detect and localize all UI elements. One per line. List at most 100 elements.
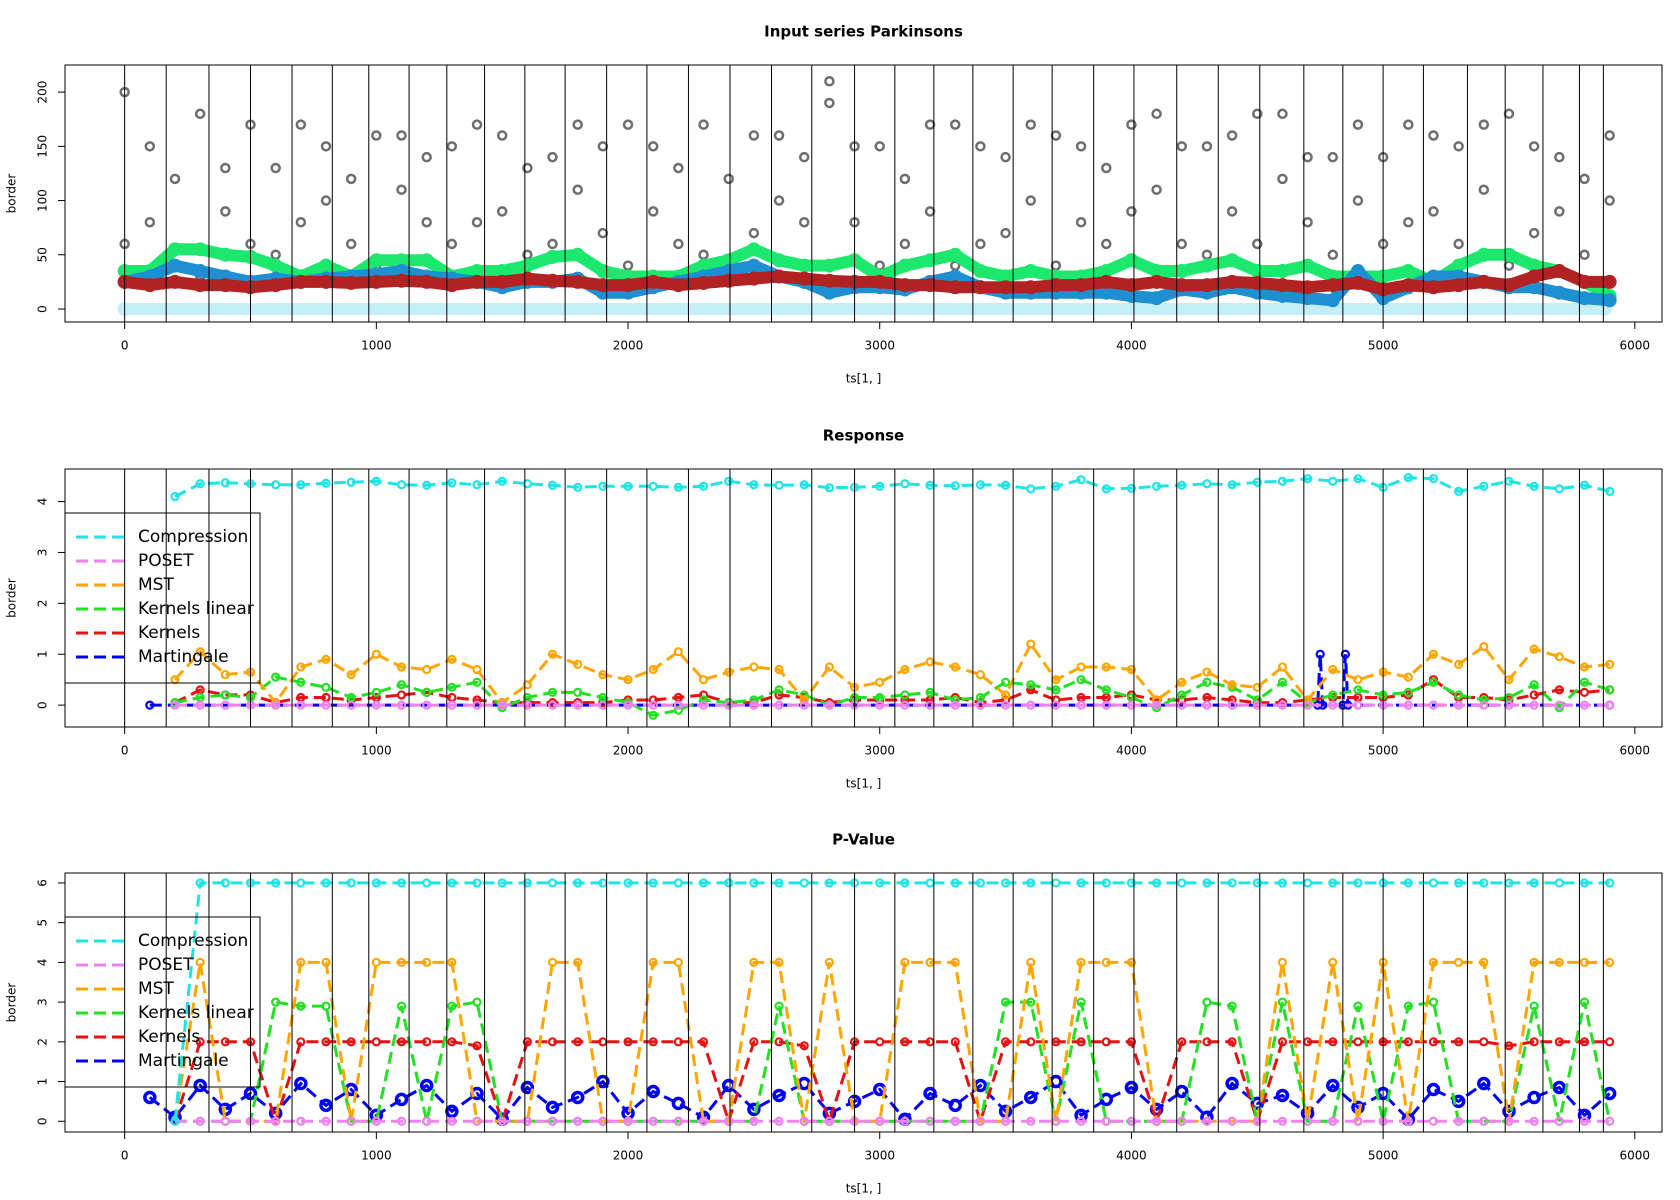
point [446, 141, 458, 152]
series-line [148, 1079, 1611, 1122]
point [749, 700, 759, 710]
point [319, 258, 334, 273]
point [1403, 216, 1414, 228]
point [1252, 108, 1263, 120]
point [824, 700, 834, 710]
point [749, 957, 759, 967]
point [924, 206, 936, 217]
point [774, 878, 784, 888]
point [295, 119, 307, 130]
point [547, 151, 558, 163]
point [749, 1037, 759, 1047]
point [900, 1037, 910, 1047]
point [296, 1001, 306, 1011]
point [447, 1116, 457, 1126]
point [724, 1116, 734, 1126]
point [621, 278, 636, 293]
plot-box [64, 64, 1663, 323]
point [271, 672, 281, 682]
x-tick-label: 3000 [864, 744, 895, 758]
point [1353, 675, 1363, 685]
point [1326, 1078, 1340, 1093]
y-tick-label: 50 [36, 247, 50, 262]
point [1126, 878, 1137, 888]
point [598, 1037, 608, 1047]
x-axis-label: ts[1, ] [846, 1182, 882, 1196]
point [1126, 206, 1137, 217]
point [1000, 677, 1011, 687]
point [598, 878, 608, 888]
point [1126, 1116, 1137, 1126]
point [875, 878, 885, 888]
point [447, 878, 457, 888]
point [295, 216, 307, 228]
y-axis-label: border [5, 578, 19, 618]
point [950, 1116, 960, 1126]
point [321, 682, 331, 692]
point [1579, 700, 1590, 710]
point [545, 273, 560, 288]
point [419, 253, 434, 268]
point [1177, 480, 1187, 490]
point [170, 1116, 180, 1126]
point [1527, 269, 1542, 284]
point [721, 273, 736, 288]
point [371, 649, 381, 659]
point [1124, 278, 1139, 293]
point [320, 141, 332, 152]
point [422, 480, 432, 490]
point [472, 1116, 482, 1126]
point [1529, 690, 1539, 700]
point [824, 662, 834, 672]
x-tick-label: 2000 [613, 339, 644, 353]
point [522, 1037, 532, 1047]
legend-label: POSET [138, 955, 194, 975]
legend-label: Martingale [138, 647, 229, 667]
point [799, 700, 809, 710]
point [721, 1078, 736, 1093]
point [169, 173, 181, 185]
point [623, 1116, 633, 1126]
x-tick-label: 5000 [1368, 339, 1399, 353]
point [195, 479, 205, 489]
point [900, 1116, 910, 1126]
point [900, 695, 910, 705]
point [271, 878, 281, 888]
point [1454, 1037, 1464, 1047]
point [1076, 957, 1086, 967]
x-tick-label: 2000 [613, 744, 644, 758]
legend-box [64, 916, 261, 1088]
point [623, 700, 633, 710]
point [1202, 878, 1212, 888]
point [1353, 474, 1363, 484]
legend-label: Compression [138, 527, 248, 547]
point [447, 654, 457, 664]
point [1428, 649, 1439, 659]
point [321, 878, 331, 888]
point [1000, 878, 1011, 888]
y-tick-label: 2 [36, 1038, 50, 1046]
point [1328, 664, 1338, 675]
point [396, 1037, 407, 1047]
point [321, 1037, 331, 1047]
point [522, 162, 533, 174]
point [472, 997, 482, 1007]
chart-title: Response [823, 427, 904, 445]
point [1025, 195, 1037, 206]
point [1428, 957, 1439, 967]
point [1227, 700, 1237, 710]
point [648, 695, 658, 705]
point [1605, 486, 1615, 496]
plot-area [124, 469, 1615, 727]
point [471, 216, 483, 228]
point [447, 478, 457, 488]
point [1101, 685, 1111, 695]
point [1454, 659, 1464, 670]
point [220, 700, 230, 710]
point [346, 1116, 356, 1126]
point [220, 478, 230, 488]
point [570, 1090, 585, 1105]
point [547, 649, 558, 659]
point [1101, 162, 1112, 174]
point [623, 878, 633, 888]
